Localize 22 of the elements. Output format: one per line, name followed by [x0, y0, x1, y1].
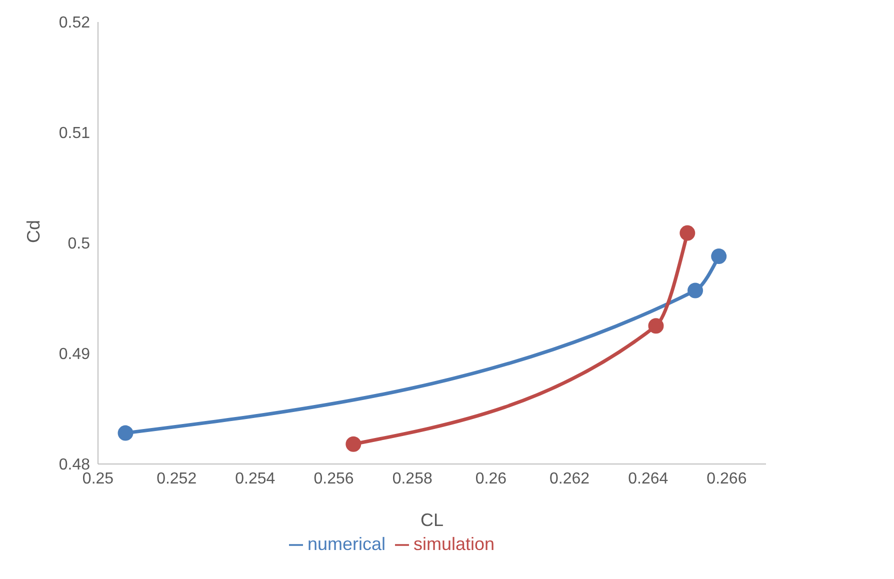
legend-label: simulation: [413, 534, 495, 554]
y-tick-label: 0.49: [58, 346, 90, 364]
x-axis-title: CL: [420, 510, 444, 530]
point: [680, 225, 696, 241]
x-tick-label: 0.252: [156, 470, 197, 488]
legend-label: numerical: [307, 534, 386, 554]
point: [711, 248, 727, 264]
x-tick-label: 0.264: [628, 470, 668, 488]
x-tick-label: 0.26: [475, 470, 507, 488]
x-tick-label: 0.258: [392, 470, 432, 488]
point: [648, 318, 664, 334]
x-tick-label: 0.254: [235, 470, 276, 488]
y-tick-label: 0.5: [68, 236, 90, 253]
x-tick-label: 0.256: [314, 470, 354, 488]
y-tick-label: 0.51: [58, 125, 90, 142]
x-tick-label: 0.266: [706, 470, 747, 488]
point: [346, 436, 362, 452]
y-axis-title: Cd: [23, 220, 44, 243]
point: [118, 425, 134, 441]
y-tick-label: 0.52: [58, 14, 90, 32]
x-tick-label: 0.262: [550, 470, 590, 488]
point: [688, 282, 704, 298]
